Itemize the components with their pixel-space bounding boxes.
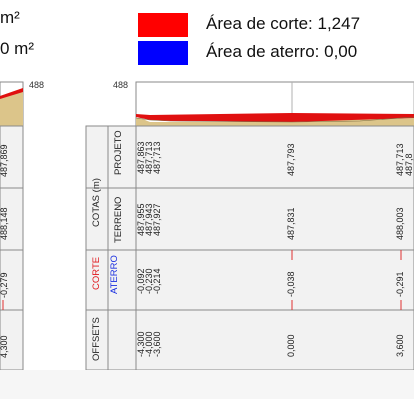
col3-terreno: 488,003 — [395, 207, 405, 240]
main-section-plot — [135, 81, 414, 127]
main-elevation-label: 488 — [113, 80, 129, 90]
legend-left-area-line2: 0 m² — [0, 39, 34, 58]
left-cotas-projeto: 487,869 — [0, 144, 9, 177]
left-section-table — [0, 125, 24, 371]
header-cotas: COTAS (m) — [91, 178, 102, 227]
legend-corte-label: Área de corte: 1,247 — [206, 14, 361, 33]
left-section-plot — [0, 81, 24, 127]
left-elevation-label: 488 — [29, 80, 45, 90]
legend-aterro-swatch — [138, 41, 188, 65]
header-terreno: TERRENO — [113, 196, 124, 243]
col3-offset: 3,600 — [395, 334, 405, 357]
col1-corte-3: -0,214 — [152, 268, 162, 294]
col2-terreno: 487,831 — [286, 207, 296, 240]
legend-left-area-line1: m² — [0, 8, 20, 27]
lower-band — [0, 370, 414, 399]
legend-aterro-label: Área de aterro: 0,00 — [206, 42, 358, 61]
col2-corte: -0,038 — [286, 271, 296, 297]
col2-projeto: 487,793 — [286, 143, 296, 176]
header-aterro: ATERRO — [109, 255, 120, 294]
header-corte: CORTE — [91, 256, 102, 290]
legend-corte-swatch — [138, 13, 188, 37]
col1-offset-3: -3,600 — [152, 331, 162, 357]
left-corte-value: -0,279 — [0, 272, 9, 298]
col3-corte: -0,291 — [395, 271, 405, 297]
col2-offset: 0,000 — [286, 334, 296, 357]
left-cotas-terreno: 488,148 — [0, 207, 9, 240]
col1-projeto-3: 487,713 — [152, 141, 162, 174]
col3-projeto-2: 487,8 — [404, 153, 414, 176]
col1-terreno-3: 487,927 — [152, 203, 162, 236]
header-projeto: PROJETO — [113, 130, 124, 175]
main-section-table — [85, 125, 414, 371]
left-offset-value: 4,300 — [0, 335, 9, 358]
header-offsets: OFFSETS — [91, 317, 102, 361]
